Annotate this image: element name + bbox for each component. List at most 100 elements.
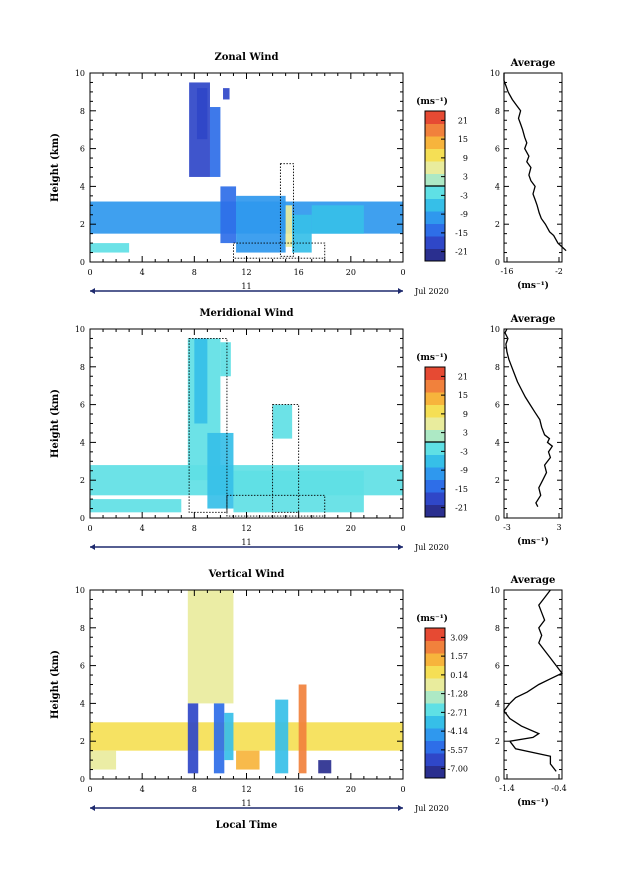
meridional-average-xtick-label-0: -3 — [503, 523, 511, 532]
zonal-average-xlabel: (ms⁻¹) — [517, 280, 549, 291]
vertical-colorbar-label-0: 3.09 — [450, 633, 468, 642]
zonal-xtick-label-1: 4 — [140, 268, 145, 277]
meridional-region-5 — [233, 470, 364, 513]
meridional-colorbar-swatch-0 — [425, 504, 445, 518]
zonal-colorbar-swatch-4 — [425, 198, 445, 212]
vertical-xtick-label-4: 16 — [294, 785, 304, 794]
zonal-colorbar-unit: (ms⁻¹) — [416, 96, 448, 107]
vertical-colorbar-swatch-5 — [425, 703, 445, 716]
zonal-ylabel: Height (km) — [50, 133, 61, 202]
vertical-average-ytick-label-2: 4 — [495, 699, 500, 708]
vertical-average-xtick-label-0: -1.4 — [499, 784, 514, 793]
zonal-colorbar-swatch-0 — [425, 248, 445, 262]
vertical-average-title: Average — [510, 575, 556, 586]
vertical-xtick-label-1: 4 — [140, 785, 145, 794]
zonal-region-10 — [223, 88, 230, 100]
meridional-ytick-label-0: 0 — [80, 514, 85, 523]
vertical-region-4 — [224, 712, 234, 761]
meridional-ytick-label-5: 10 — [75, 325, 85, 334]
zonal-xtick-label-3: 12 — [241, 268, 251, 277]
meridional-region-6 — [272, 404, 293, 439]
vertical-ytick-label-3: 6 — [80, 662, 85, 671]
vertical-colorbar-swatch-0 — [425, 765, 445, 779]
zonal-month-label: Jul 2020 — [414, 287, 449, 296]
zonal-colorbar-swatch-7 — [425, 161, 445, 174]
meridional-colorbar-swatch-10 — [425, 379, 445, 393]
zonal-average-ytick-label-4: 8 — [495, 107, 500, 116]
meridional-xtick-label-2: 8 — [192, 524, 197, 533]
meridional-day-bar-arrow-right — [398, 544, 403, 550]
vertical-month-label: Jul 2020 — [414, 804, 449, 813]
meridional-ytick-label-2: 4 — [80, 438, 85, 447]
meridional-region-2 — [194, 338, 208, 424]
meridional-colorbar-swatch-2 — [425, 479, 445, 493]
zonal-xtick-label-2: 8 — [192, 268, 197, 277]
vertical-average-profile-line — [503, 589, 564, 772]
zonal-average-frame — [503, 72, 563, 263]
meridional-average-ytick-label-0: 0 — [495, 514, 500, 523]
vertical-colorbar-label-3: -1.28 — [447, 690, 468, 699]
zonal-day-bar-arrow-right — [398, 288, 403, 294]
meridional-colorbar-swatch-11 — [425, 367, 445, 380]
meridional-colorbar-swatch-6 — [425, 429, 445, 443]
zonal-colorbar-label-1: 15 — [458, 135, 468, 144]
vertical-average-ytick-label-4: 8 — [495, 624, 500, 633]
vertical-region-9 — [90, 750, 117, 770]
meridional-xtick-label-1: 4 — [140, 524, 145, 533]
vertical-xtick-label-2: 8 — [192, 785, 197, 794]
zonal-colorbar-swatch-11 — [425, 111, 445, 124]
zonal-xtick-label-0: 0 — [87, 268, 92, 277]
vertical-day-bar-arrow-left — [90, 805, 95, 811]
meridional-ylabel: Height (km) — [50, 389, 61, 458]
zonal-colorbar-label-0: 21 — [458, 116, 468, 125]
meridional-xtick-label-3: 12 — [241, 524, 251, 533]
zonal-colorbar-swatch-9 — [425, 136, 445, 149]
zonal-region-6 — [285, 205, 293, 247]
vertical-colorbar-label-4: -2.71 — [447, 708, 468, 717]
meridional-average-xtick-label-1: 3 — [556, 523, 561, 532]
zonal-day-label: 11 — [241, 282, 251, 291]
zonal-title: Zonal Wind — [214, 52, 278, 63]
vertical-ytick-label-2: 4 — [80, 699, 85, 708]
meridional-colorbar-swatch-5 — [425, 442, 445, 455]
vertical-region-0 — [90, 722, 403, 751]
zonal-xtick-label-6: 0 — [400, 268, 405, 277]
meridional-colorbar-label-6: -15 — [455, 485, 468, 494]
meridional-colorbar-label-0: 21 — [458, 372, 468, 381]
vertical-ylabel: Height (km) — [50, 650, 61, 719]
zonal-average-ytick-label-0: 0 — [495, 258, 500, 267]
zonal-average-profile-line — [503, 73, 567, 252]
zonal-region-8 — [311, 205, 364, 234]
meridional-ytick-label-4: 8 — [80, 363, 85, 372]
vertical-colorbar-unit: (ms⁻¹) — [416, 613, 448, 624]
zonal-colorbar-label-3: 3 — [463, 173, 468, 182]
vertical-ytick-label-0: 0 — [80, 775, 85, 784]
meridional-region-7 — [90, 499, 182, 513]
vertical-ytick-label-1: 2 — [80, 737, 85, 746]
vertical-day-bar-arrow-right — [398, 805, 403, 811]
zonal-colorbar-label-5: -9 — [460, 210, 468, 219]
zonal-region-3 — [209, 107, 221, 177]
vertical-xtick-label-0: 0 — [87, 785, 92, 794]
meridional-contour-2 — [226, 494, 326, 517]
vertical-colorbar-swatch-11 — [425, 628, 445, 641]
zonal-colorbar-swatch-8 — [425, 148, 445, 162]
meridional-xtick-label-6: 0 — [400, 524, 405, 533]
zonal-average-xtick-label-0: -16 — [501, 267, 514, 276]
zonal-xtick-label-4: 16 — [294, 268, 304, 277]
zonal-region-5 — [236, 195, 286, 253]
zonal-ytick-label-1: 2 — [80, 220, 85, 229]
meridional-contour-1 — [272, 404, 300, 513]
vertical-colorbar-frame — [424, 627, 446, 779]
vertical-ytick-label-5: 10 — [75, 586, 85, 595]
vertical-average-ytick-label-5: 10 — [490, 586, 500, 595]
zonal-ytick-label-5: 10 — [75, 69, 85, 78]
meridional-average-ytick-label-3: 6 — [495, 401, 500, 410]
meridional-colorbar-label-2: 9 — [463, 410, 468, 419]
meridional-average-ytick-label-2: 4 — [495, 438, 500, 447]
zonal-colorbar-label-6: -15 — [455, 229, 468, 238]
meridional-colorbar-label-3: 3 — [463, 429, 468, 438]
zonal-average-ytick-label-3: 6 — [495, 145, 500, 154]
vertical-day-label: 11 — [241, 799, 251, 808]
meridional-contour-0 — [188, 338, 228, 513]
